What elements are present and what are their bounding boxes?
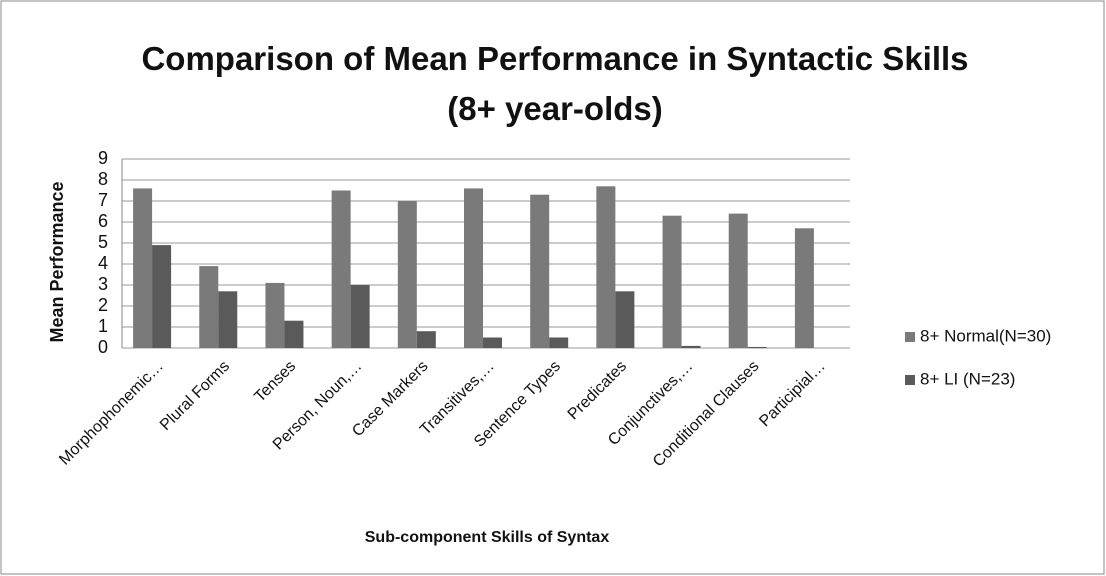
y-tick-label: 4: [98, 253, 108, 273]
bar: [483, 337, 502, 348]
bar: [794, 228, 814, 348]
bar: [662, 215, 682, 348]
bar: [416, 331, 436, 348]
x-tick-label: Morphophonemic…: [56, 358, 167, 469]
y-tick-label: 1: [98, 316, 108, 336]
legend-label: 8+ Normal(N=30): [920, 326, 1051, 345]
bar: [350, 285, 370, 348]
legend-swatch: [905, 332, 915, 342]
bar: [199, 266, 219, 348]
bar: [265, 282, 285, 348]
y-tick-label: 7: [98, 190, 108, 210]
y-tick-label: 5: [98, 232, 108, 252]
y-tick-label: 6: [98, 211, 108, 231]
bar: [681, 345, 701, 348]
x-axis-label: Sub-component Skills of Syntax: [365, 529, 610, 546]
y-tick-label: 8: [98, 169, 108, 189]
y-tick-label: 2: [98, 295, 108, 315]
x-tick-label: Participial…: [756, 358, 828, 430]
bar: [747, 346, 767, 348]
legend-swatch: [905, 375, 915, 385]
y-axis-label: Mean Performance: [47, 181, 67, 342]
y-tick-label: 9: [98, 148, 108, 168]
legend-label: 8+ LI (N=23): [920, 369, 1015, 388]
bar: [728, 213, 748, 348]
chart-title: Comparison of Mean Performance in Syntac…: [141, 40, 969, 127]
y-tick-label: 3: [98, 274, 108, 294]
bar: [218, 291, 238, 348]
y-tick-label: 0: [98, 337, 108, 357]
bar: [284, 320, 304, 348]
bar: [615, 291, 635, 348]
bar: [331, 190, 351, 348]
bar: [133, 188, 153, 348]
x-tick-label: Tenses: [251, 358, 299, 406]
bar: [397, 201, 417, 348]
bar: [596, 186, 616, 348]
bar: [464, 188, 483, 348]
x-tick-label: Predicates: [565, 358, 630, 423]
bar: [152, 245, 172, 348]
x-tick-label: Plural Forms: [157, 358, 233, 434]
bar: [549, 337, 569, 348]
bar: [530, 194, 550, 348]
